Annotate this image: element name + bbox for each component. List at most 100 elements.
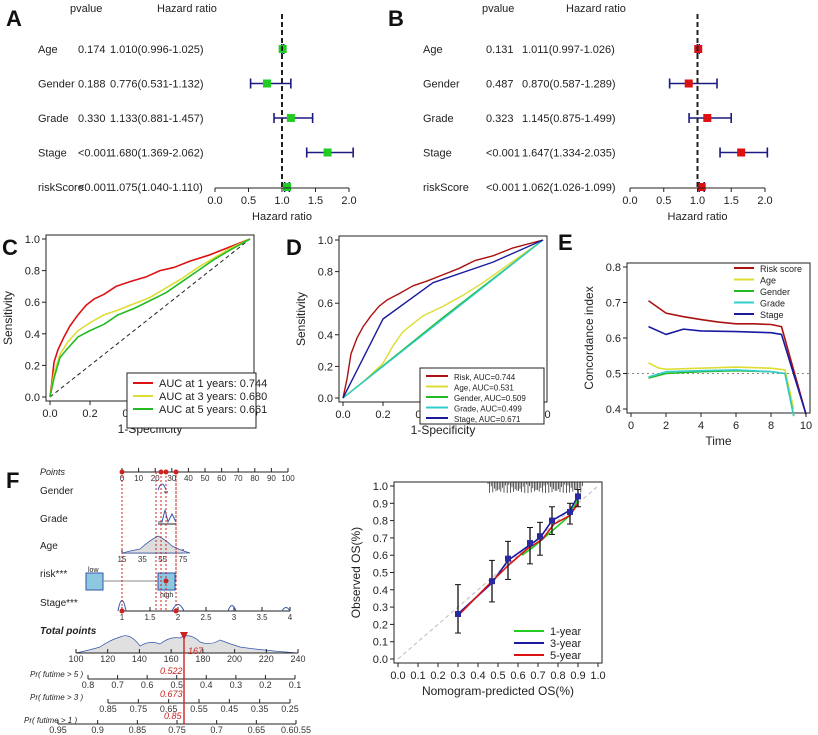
selection-dot (173, 608, 179, 614)
series-line (342, 239, 544, 399)
pr1-axis-title: Pr( futime > 1 ) (24, 716, 77, 725)
series-line (342, 239, 544, 399)
y-tick-label: 0.4 (606, 404, 621, 416)
projection-arrow (180, 632, 188, 640)
points-tick-label: 0 (120, 474, 125, 483)
x-axis-title: Nomogram-predicted OS(%) (422, 684, 574, 698)
x-tick-label: 0.0 (42, 408, 57, 420)
pr1-tick-label: 0.85 (129, 725, 147, 735)
selection-dot (119, 608, 125, 614)
x-tick-label: 0.0 (335, 409, 350, 421)
legend-label: Grade (760, 299, 785, 309)
y-tick-label: 0.3 (373, 602, 388, 614)
panel-label-d: D (286, 235, 302, 260)
stage-axis-title: Stage*** (40, 598, 78, 609)
total-points-title: Total points (40, 626, 97, 637)
x-tick-label: 0.5 (656, 195, 671, 207)
grade-axis-title: Grade (40, 514, 68, 525)
legend-label: Grade, AUC=0.499 (454, 405, 522, 414)
forest-plot-A: pvalue Hazard ratio Age 0.174 1.010(0.996-1.… (38, 3, 357, 223)
stage-tick-label: 2 (176, 613, 181, 622)
calibration-point (575, 493, 581, 500)
pr5-tick-label: 0.8 (82, 680, 95, 690)
stage-tick-label: 1 (120, 613, 125, 622)
y-axis-title: Concordance index (582, 286, 596, 389)
pr1-tick-label: 0.75 (168, 725, 186, 735)
y-tick-label: 0.5 (373, 568, 388, 580)
x-tick-label: 0.7 (530, 670, 545, 682)
x-tick-label: 0.0 (390, 670, 405, 682)
row-hazard-ratio: 1.145(0.875-1.499) (522, 113, 616, 125)
total-tick-label: 220 (259, 654, 274, 664)
x-tick-label: 0.5 (490, 670, 505, 682)
legend-label: 3-year (550, 638, 582, 650)
row-pvalue: <0.001 (78, 148, 112, 160)
row-label: Gender (423, 79, 460, 91)
points-tick-label: 50 (201, 474, 210, 483)
pr5-tick-label: 0.5 (170, 680, 183, 690)
x-axis-title: Hazard ratio (668, 211, 728, 223)
x-tick-label: 1.0 (274, 195, 289, 207)
panel-label-b: B (388, 6, 404, 31)
points-axis-title: Points (40, 467, 66, 477)
row-label: Grade (38, 113, 69, 125)
x-tick-label: 1.0 (590, 670, 605, 682)
panel-label-f: F (6, 468, 19, 493)
legend-label: AUC at 3 years: 0.680 (159, 391, 267, 403)
row-hazard-ratio: 1.062(1.026-1.099) (522, 182, 616, 194)
pr3-value: 0.673 (160, 689, 183, 699)
gender-axis-title: Gender (40, 486, 74, 497)
legend-label: 1-year (550, 626, 582, 638)
header-hazard-ratio: Hazard ratio (157, 3, 217, 15)
row-hazard-ratio: 1.133(0.881-1.457) (110, 113, 204, 125)
y-tick-label: 0.4 (25, 329, 40, 341)
x-axis-title: Hazard ratio (252, 211, 312, 223)
points-tick-label: 90 (267, 474, 276, 483)
x-tick-label: 0.1 (410, 670, 425, 682)
row-hazard-ratio: 1.680(1.369-2.062) (110, 148, 204, 160)
x-tick-label: 2.0 (341, 195, 356, 207)
total-tick-label: 140 (132, 654, 147, 664)
total-tick-label: 120 (100, 654, 115, 664)
selection-dot (163, 578, 169, 584)
row-hazard-ratio: 1.647(1.334-2.035) (522, 148, 616, 160)
points-tick-label: 10 (134, 474, 143, 483)
row-label: riskScore (423, 182, 469, 194)
risk-low-label: low (88, 567, 99, 574)
pr1-tick-label: 0.7 (210, 725, 223, 735)
hr-marker (684, 79, 693, 88)
x-tick-label: 0.9 (570, 670, 585, 682)
stage-density (117, 600, 291, 612)
x-tick-label: 0.3 (450, 670, 465, 682)
x-tick-label: 0.8 (550, 670, 565, 682)
header-hazard-ratio: Hazard ratio (566, 3, 626, 15)
series-line (648, 325, 807, 415)
series-line (49, 238, 251, 398)
pr3-tick-label: 0.75 (130, 704, 148, 714)
hr-marker (697, 183, 706, 191)
x-tick-label: 10 (800, 420, 812, 432)
row-pvalue: <0.001 (78, 182, 112, 194)
forest-plot-B: pvalue Hazard ratio Age 0.131 1.011(0.997-1.… (423, 3, 773, 223)
points-tick-label: 60 (217, 474, 226, 483)
x-axis-title: Time (705, 434, 732, 448)
x-tick-label: 0.4 (470, 670, 485, 682)
row-label: Stage (38, 148, 67, 160)
hr-marker (283, 183, 292, 191)
stage-tick-label: 3.5 (256, 613, 268, 622)
pr1-value: 0.85 (164, 711, 183, 721)
pr5-tick-label: 0.1 (289, 680, 302, 690)
series-line (457, 502, 579, 617)
pr5-tick-label: 0.2 (259, 680, 272, 690)
y-tick-label: 0.6 (25, 297, 40, 309)
x-tick-label: 0.5 (241, 195, 256, 207)
row-pvalue: <0.001 (486, 182, 520, 194)
row-pvalue: 0.323 (486, 113, 514, 125)
nomogram: Points 0 10 20 30 40 50 60 70 80 90 100 Gender Grade A… (24, 467, 311, 735)
points-tick-label: 40 (184, 474, 193, 483)
row-pvalue: <0.001 (486, 148, 520, 160)
pr1-tick-label: 0.65 (248, 725, 266, 735)
calibration-point (549, 517, 555, 524)
y-tick-label: 0.5 (606, 369, 621, 381)
row-label: Gender (38, 79, 75, 91)
